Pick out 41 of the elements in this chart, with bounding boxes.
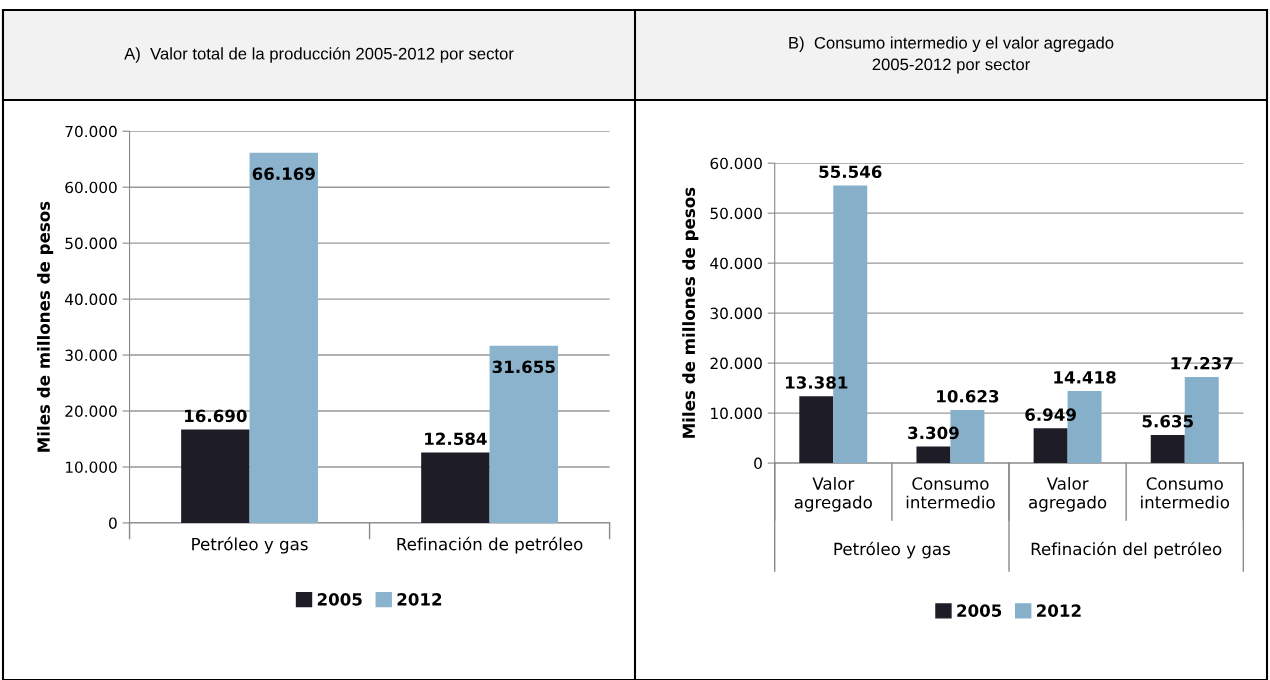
y-tick-label: 40.000 [65,293,117,306]
legend-label: 2012 [1037,604,1081,617]
y-tick-label: 20.000 [710,357,762,370]
data-label: 5.635 [1142,414,1193,428]
data-label: 12.584 [425,432,487,446]
legend-label: 2005 [957,604,1002,617]
data-label: 13.381 [786,376,848,389]
y-axis-title: Miles de millones de pesos [682,187,699,438]
y-tick-label: 10.000 [65,461,117,473]
y-tick-label: 60.000 [65,181,117,194]
data-label: 14.418 [1054,371,1116,384]
y-tick-label: 10.000 [711,407,762,420]
data-label: 16.690 [185,409,247,423]
data-label: 31.655 [492,360,555,374]
data-label: 17.237 [1171,356,1233,370]
legend-label: 2012 [397,593,442,606]
x-tick-label: Valor agregado [794,476,872,512]
chart-title: B) Consumo intermedio y el valor agregado 2005-2012 por sector [789,36,1114,74]
data-label: 10.623 [937,389,999,403]
y-tick-label: 30.000 [65,349,117,362]
y-axis-title: Miles de millones de pesos [37,201,54,452]
y-tick-label: 30.000 [710,307,762,320]
y-tick-label: 0 [754,457,762,470]
text: Refinación del petróleo [1031,541,1222,559]
data-label: 55.546 [819,165,882,179]
x-tick-label: Valor agregado [1029,476,1107,512]
y-tick-label: 40.000 [710,257,762,270]
data-label: 3.309 [908,426,959,440]
y-tick-label: 0 [109,517,117,529]
y-tick-label: 50.000 [65,237,117,250]
y-tick-label: 60.000 [710,157,762,170]
x-tick-label: Consumo intermedio [906,477,995,509]
legend-label: 2005 [317,593,362,606]
chart-title: A) Valor total de la producción 2005-2012 por sector [124,47,514,63]
x-tick-label: Consumo intermedio [1141,477,1230,509]
y-tick-label: 50.000 [710,207,762,220]
x-tick-label: Refinación de petróleo [397,536,583,554]
data-label: 66.169 [252,167,315,180]
y-tick-label: 70.000 [65,125,117,138]
data-label: 6.949 [1025,408,1076,421]
y-tick-label: 20.000 [65,405,117,418]
